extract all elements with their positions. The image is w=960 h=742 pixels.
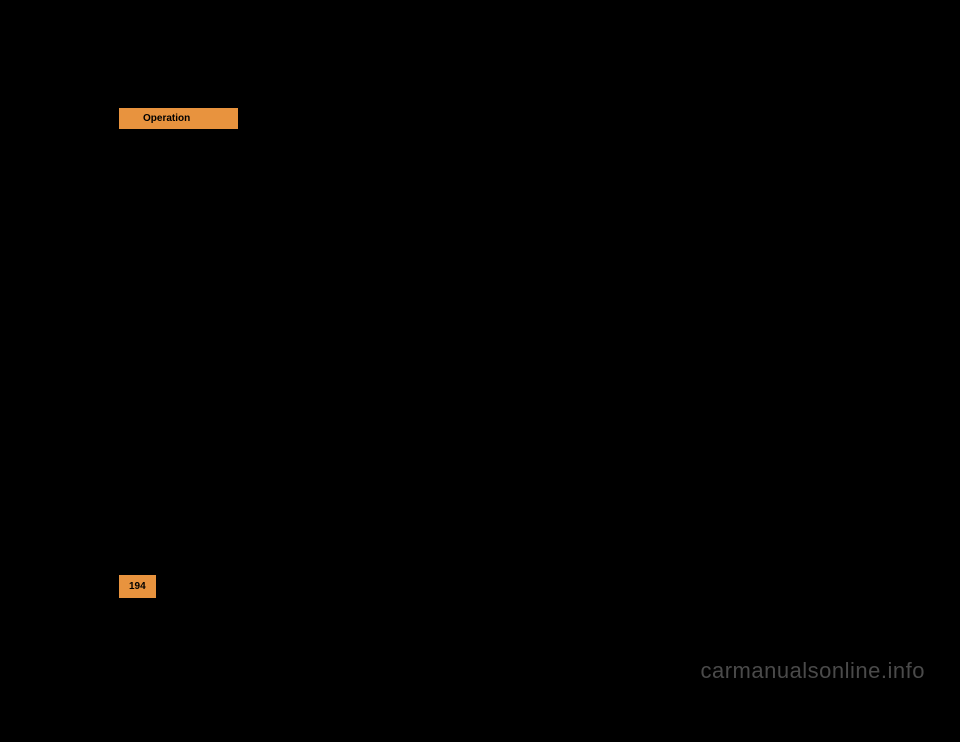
watermark-text: carmanualsonline.info: [700, 658, 925, 684]
page-number: 194: [129, 581, 146, 592]
page-number-box: 194: [119, 575, 156, 598]
section-title: Operation: [143, 113, 190, 124]
section-header-tab: Operation: [119, 108, 238, 129]
